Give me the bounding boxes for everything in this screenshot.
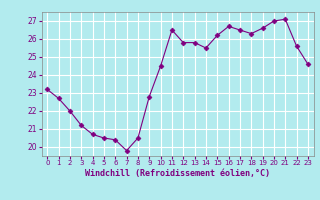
X-axis label: Windchill (Refroidissement éolien,°C): Windchill (Refroidissement éolien,°C) bbox=[85, 169, 270, 178]
